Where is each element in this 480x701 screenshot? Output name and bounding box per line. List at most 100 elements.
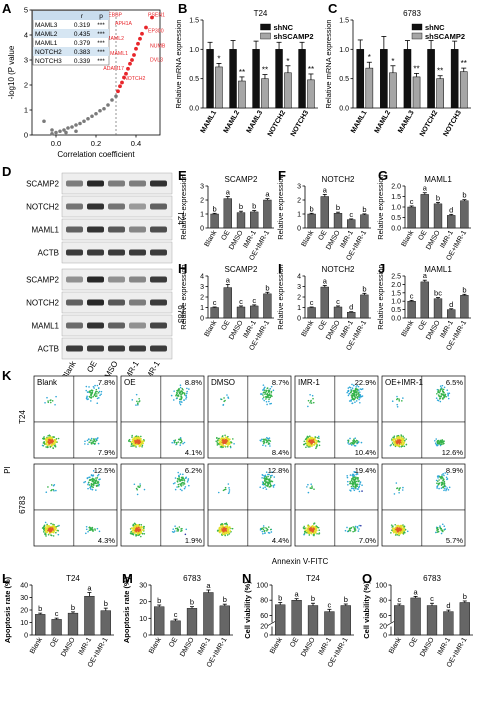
bar-shscamp2 [284,72,292,109]
event-dot [179,483,181,485]
x-tick-label: Blank [148,636,163,655]
y-tick-label: 1.0 [391,299,401,306]
event-dot [436,442,439,444]
group-letter: b [38,604,42,613]
bar-shnc [403,49,412,109]
event-dot [267,396,270,399]
event-dot [129,532,132,534]
event-dot [391,528,394,530]
y-tick-label: 1 [200,305,204,312]
event-dot [94,529,96,531]
event-dot [303,530,306,533]
event-dot [138,529,141,532]
event-dot [358,528,360,530]
x-tick-label: MAML1 [350,109,369,134]
event-dot [361,484,363,487]
event-dot [187,479,189,481]
x-tick-label: Blank [269,636,284,655]
protein-band [129,203,146,210]
event-dot [226,525,229,527]
event-dot [318,529,321,531]
event-dot [88,386,90,388]
event-dot [131,436,133,438]
event-dot [139,443,142,445]
data-point [66,126,70,130]
event-dot [441,530,444,532]
event-dot [352,487,355,490]
event-dot [222,437,225,440]
event-dot [226,534,229,536]
group-letter: b [104,599,108,608]
chart-title: SCAMP2 [225,265,258,274]
event-dot [350,394,353,396]
event-dot [392,530,395,533]
bar [347,312,356,319]
table-cell: NOTCH3 [35,58,62,65]
event-dot [393,435,396,437]
y-axis-label: Apoptosis rate (%) [3,576,12,643]
y-tick-label: 0 [24,131,28,140]
event-dot [358,524,361,527]
group-letter: bc [434,289,442,298]
event-dot [220,524,223,527]
event-dot [347,387,350,389]
event-dot [265,481,267,484]
event-dot [268,400,270,403]
event-dot [175,441,178,444]
event-dot [175,394,177,397]
protein-band [150,249,167,256]
event-dot [398,436,400,439]
event-dot [41,444,44,447]
group-letter: b [462,191,466,200]
panel-letter-g: G [378,168,388,183]
event-dot [354,397,356,399]
event-dot [309,401,311,404]
data-point [74,129,78,134]
bar [236,306,246,319]
y-tick-label: 0.5 [391,307,401,314]
event-dot [356,396,359,398]
event-dot [396,436,398,439]
event-dot [348,400,351,402]
event-dot [181,527,183,530]
upper-right-percent: 6.5% [446,378,463,387]
cell-line-label: T24 [176,211,185,225]
event-dot [349,391,352,394]
group-letter: b [362,284,366,293]
event-dot [359,524,362,527]
event-dot [220,440,223,443]
event-dot [441,476,444,479]
event-dot [437,475,440,478]
event-dot [441,474,443,476]
x-tick-label: 0.0 [51,139,61,148]
event-dot [223,439,225,441]
x-tick-label: Blank [301,229,316,248]
event-dot [133,528,136,530]
protein-band [129,180,146,187]
event-dot [404,439,406,442]
event-dot [182,484,184,486]
event-dot [437,530,439,533]
event-dot [228,443,231,445]
event-dot [267,394,269,396]
event-dot [178,391,181,394]
event-dot [318,437,320,439]
event-dot [176,486,178,488]
event-dot [265,400,268,403]
event-dot [58,524,60,527]
chart-title: T24 [254,9,268,18]
event-dot [179,442,182,444]
data-point [74,123,78,127]
protein-band [66,226,83,233]
event-dot [85,389,88,392]
event-dot [185,394,187,397]
event-dot [183,441,186,444]
event-dot [91,526,94,529]
event-dot [269,387,272,390]
event-dot [307,437,310,440]
event-dot [139,535,142,538]
x-tick-label: Blank [401,229,416,248]
event-dot [93,439,96,442]
event-dot [57,529,60,532]
